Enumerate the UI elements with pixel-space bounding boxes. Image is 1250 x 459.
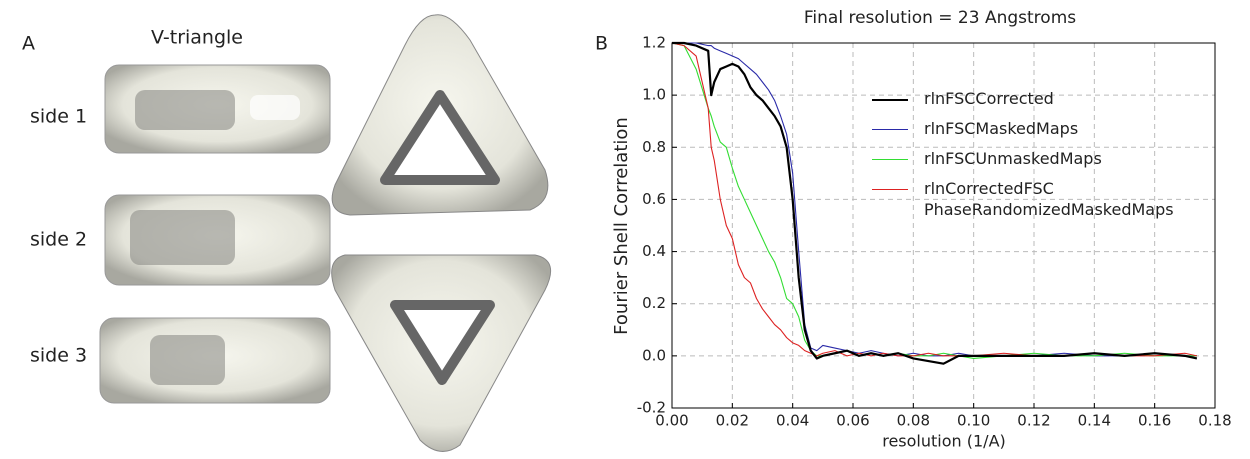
side-view [104, 64, 331, 154]
x-tick-label: 0.00 [655, 412, 688, 430]
legend-label: rlnFSCMaskedMaps [924, 119, 1079, 138]
y-tick-label: 0.4 [642, 242, 666, 260]
x-tick-label: 0.12 [1017, 412, 1050, 430]
x-tick-label: 0.14 [1078, 412, 1111, 430]
legend-entry: rlnFSCUnmaskedMaps [872, 148, 1224, 169]
chart-title: Final resolution = 23 Angstroms [804, 8, 1076, 28]
legend-swatch [872, 129, 908, 130]
panel-label: A [22, 33, 35, 55]
x-tick-label: 0.16 [1138, 412, 1171, 430]
x-tick-label: 0.02 [716, 412, 749, 430]
side-view [99, 317, 331, 404]
legend: rlnFSCCorrected rlnFSCMaskedMaps rlnFSCUnm… [872, 88, 1224, 229]
y-tick-label: 0.6 [642, 190, 666, 208]
row-label: side 1 [30, 106, 87, 128]
row-label: side 2 [30, 229, 87, 251]
legend-entry: rlnFSCCorrected [872, 88, 1224, 109]
plot-frame [671, 42, 1216, 409]
top-view [331, 254, 552, 452]
x-tick-label: 0.10 [957, 412, 990, 430]
row-label: side 3 [30, 345, 87, 367]
y-tick-label: 0.0 [642, 346, 666, 364]
legend-entry: rlnCorrectedFSC PhaseRandomizedMaskedMap… [872, 178, 1224, 220]
x-axis-label: resolution (1/A) [882, 432, 1006, 451]
data-line [671, 42, 1198, 357]
y-tick-label: -0.2 [637, 399, 666, 417]
legend-swatch [872, 189, 908, 190]
side-view [104, 194, 331, 286]
panel-label: B [595, 33, 608, 55]
data-line [672, 41, 1198, 365]
panel-title: V-triangle [151, 27, 243, 49]
legend-label: rlnFSCCorrected [924, 89, 1054, 108]
x-tick-label: 0.06 [836, 412, 869, 430]
legend-swatch [872, 159, 908, 160]
x-tick-label: 0.08 [897, 412, 930, 430]
y-axis-label: Fourier Shell Correlation [611, 117, 632, 335]
x-tick-label: 0.04 [776, 412, 809, 430]
legend-entry: rlnFSCMaskedMaps [872, 118, 1224, 139]
y-tick-label: 1.2 [642, 34, 666, 52]
top-view [331, 14, 549, 216]
y-tick-label: 1.0 [642, 86, 666, 104]
legend-label: rlnFSCUnmaskedMaps [924, 149, 1102, 168]
legend-label: rlnCorrectedFSC PhaseRandomizedMaskedMap… [924, 179, 1174, 219]
legend-swatch [872, 99, 908, 101]
y-tick-label: 0.8 [642, 138, 666, 156]
y-tick-label: 0.2 [642, 294, 666, 312]
x-tick-label: 0.18 [1198, 412, 1231, 430]
